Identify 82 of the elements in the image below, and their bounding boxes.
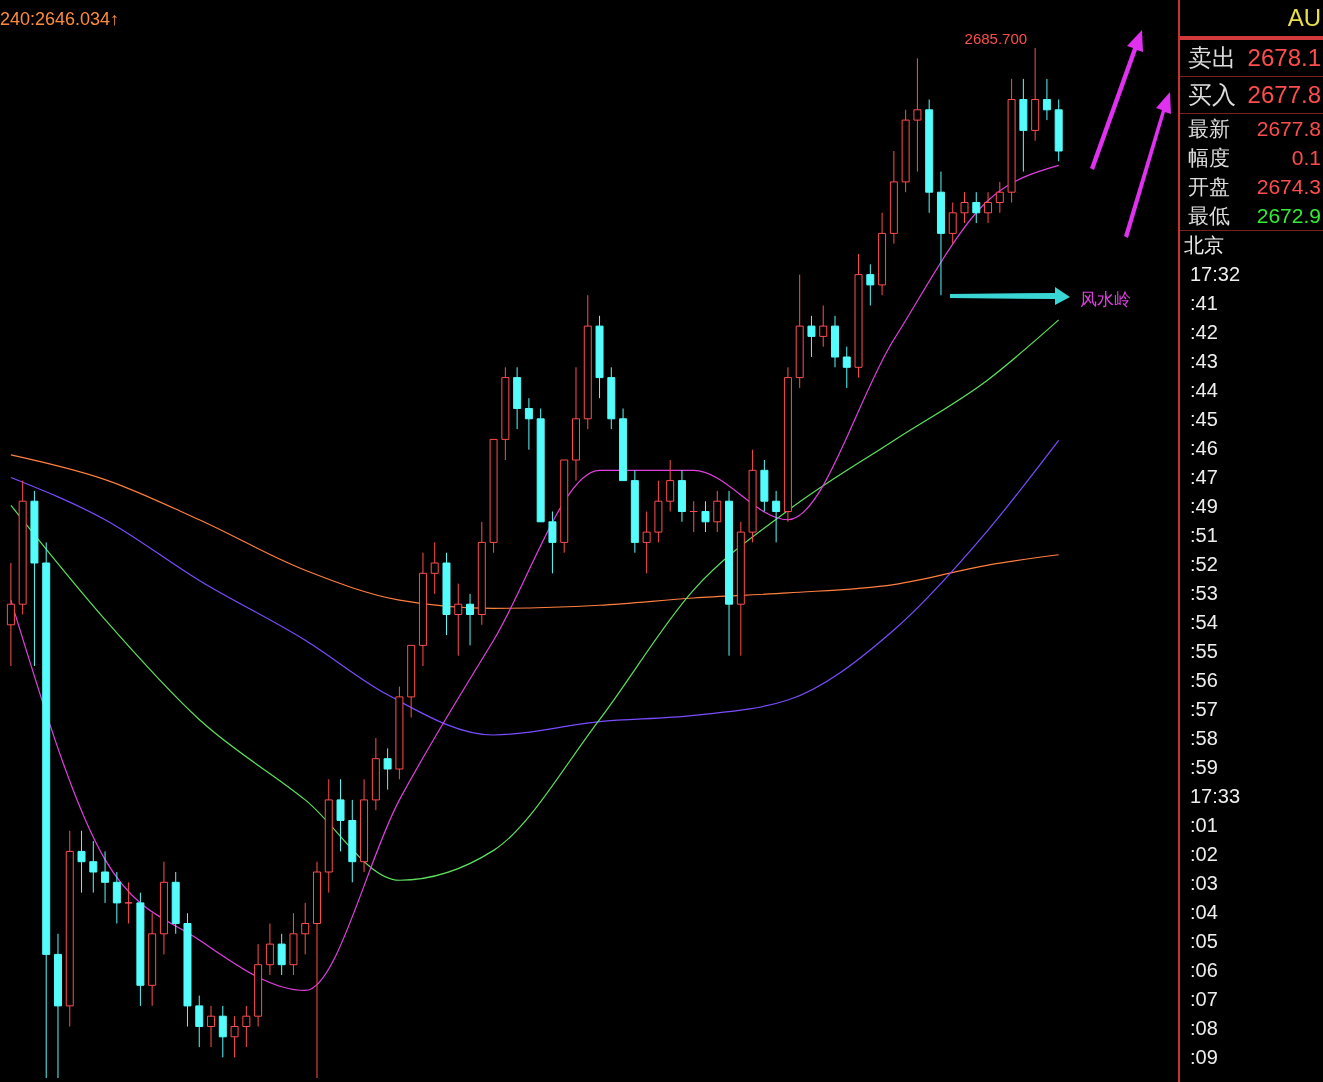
candlestick [842, 346, 851, 389]
candlestick [701, 500, 710, 533]
text: :43 [1189, 349, 1219, 374]
text: :51 [1189, 523, 1219, 548]
text: :59 [1189, 755, 1219, 780]
candlestick [948, 202, 957, 245]
text: :54 [1189, 610, 1219, 635]
candlestick [230, 1015, 239, 1058]
text: :41 [1189, 291, 1219, 316]
candlestick [124, 881, 133, 924]
candlestick [995, 181, 1004, 214]
candlestick [265, 923, 274, 976]
candlestick [242, 1005, 251, 1048]
text: :06 [1189, 958, 1219, 983]
text: 买入 [1188, 80, 1236, 110]
candlestick [301, 902, 310, 955]
text: 240:2646.034↑ [0, 9, 120, 29]
text: :45 [1189, 407, 1219, 432]
text: 2677.8 [1256, 116, 1321, 142]
text: 卖出 [1188, 43, 1236, 73]
text: 17:33 [1189, 784, 1242, 809]
text: :57 [1189, 697, 1219, 722]
candlestick [1042, 78, 1051, 121]
text: :55 [1189, 639, 1219, 664]
candlestick [819, 305, 828, 348]
candlestick [6, 562, 15, 667]
candlestick [336, 778, 345, 852]
candlestick [430, 541, 439, 595]
candlestick [277, 933, 286, 976]
candlestick [713, 490, 722, 533]
text: :56 [1189, 668, 1219, 693]
candlestick [218, 1005, 227, 1058]
text: :42 [1189, 320, 1219, 345]
text: :01 [1189, 813, 1219, 838]
text: :44 [1189, 378, 1219, 403]
candlestick [195, 995, 204, 1048]
candlestick [466, 593, 475, 646]
candlestick [89, 840, 98, 894]
text: 幅度 [1188, 145, 1230, 171]
text: :47 [1189, 465, 1219, 490]
text: :46 [1189, 436, 1219, 461]
text: :53 [1189, 581, 1219, 606]
text: 开盘 [1188, 174, 1230, 200]
text: 2685.700 [964, 30, 1028, 47]
candlestick [548, 511, 557, 574]
candlestick [454, 583, 463, 657]
text: :05 [1189, 929, 1219, 954]
candlestick [112, 871, 121, 924]
text: 2677.8 [1247, 80, 1321, 110]
candlestick [960, 191, 969, 224]
text: :58 [1189, 726, 1219, 751]
candlestick [972, 191, 981, 224]
text: 最低 [1188, 203, 1230, 229]
text: :02 [1189, 842, 1219, 867]
text: 风水岭 [1080, 290, 1131, 309]
text: :03 [1189, 871, 1219, 896]
text: :52 [1189, 552, 1219, 577]
candlestick [101, 850, 110, 904]
candlestick [77, 830, 86, 894]
text: :04 [1189, 900, 1219, 925]
text: :09 [1189, 1045, 1219, 1070]
text: :07 [1189, 987, 1219, 1012]
candlestick [772, 490, 781, 543]
text: 0.1 [1291, 145, 1321, 171]
text: 2678.1 [1247, 43, 1321, 73]
candlestick [807, 315, 816, 358]
text: 2672.9 [1256, 203, 1321, 229]
text: :49 [1189, 494, 1219, 519]
text: :08 [1189, 1016, 1219, 1041]
candlestick [866, 263, 875, 306]
text: AU [1180, 0, 1323, 40]
candlestick [913, 57, 922, 173]
text: 最新 [1188, 116, 1230, 142]
candlestick [666, 459, 675, 512]
candlestick [207, 1005, 216, 1048]
text: 2674.3 [1256, 174, 1321, 200]
text: 17:32 [1189, 262, 1242, 287]
candlestick [642, 511, 651, 574]
candlestick [524, 397, 533, 451]
candlestick [984, 191, 993, 224]
text: 北京 [1183, 233, 1225, 258]
candlestick [383, 747, 392, 791]
